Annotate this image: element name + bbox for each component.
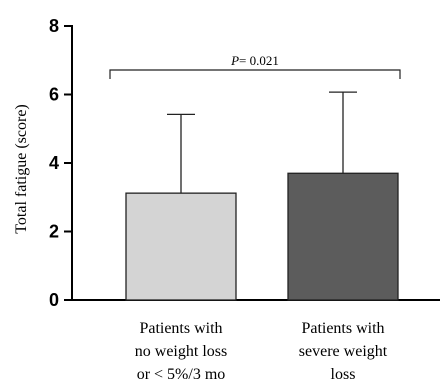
category-label-1-line-3: or < 5%/3 mo: [137, 366, 226, 383]
p-value-text: = 0.021: [239, 53, 279, 68]
error-bars: [167, 91, 357, 194]
labels: Total fatigue (score) Patients with no wei…: [13, 104, 388, 383]
category-label-2-line-2: severe weight: [299, 343, 388, 360]
significance-bracket: P= 0.021: [109, 53, 401, 79]
p-value-label: P= 0.021: [230, 53, 279, 68]
category-label-1-line-1: Patients with: [139, 320, 222, 337]
bar-1: [125, 192, 237, 301]
y-tick-label: 4: [49, 153, 59, 173]
category-label-2-line-1: Patients with: [301, 320, 384, 337]
y-tick-label: 8: [49, 16, 59, 36]
bars: [125, 172, 399, 301]
bar-2: [287, 172, 399, 301]
p-symbol: P: [230, 53, 239, 68]
significance-bracket-line: [109, 69, 401, 79]
category-label-1-line-2: no weight loss: [135, 343, 227, 360]
y-tick-label: 2: [49, 222, 59, 242]
y-axis-label: Total fatigue (score): [13, 104, 30, 233]
y-tick-label: 6: [49, 85, 59, 105]
category-label-2-line-3: loss: [331, 366, 356, 383]
y-tick-label: 0: [49, 290, 59, 310]
